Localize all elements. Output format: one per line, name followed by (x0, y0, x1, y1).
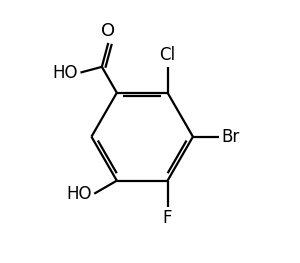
Text: Cl: Cl (160, 46, 176, 64)
Text: O: O (101, 22, 115, 39)
Text: F: F (163, 209, 172, 227)
Text: Br: Br (222, 128, 240, 146)
Text: HO: HO (52, 64, 78, 82)
Text: HO: HO (66, 185, 92, 203)
